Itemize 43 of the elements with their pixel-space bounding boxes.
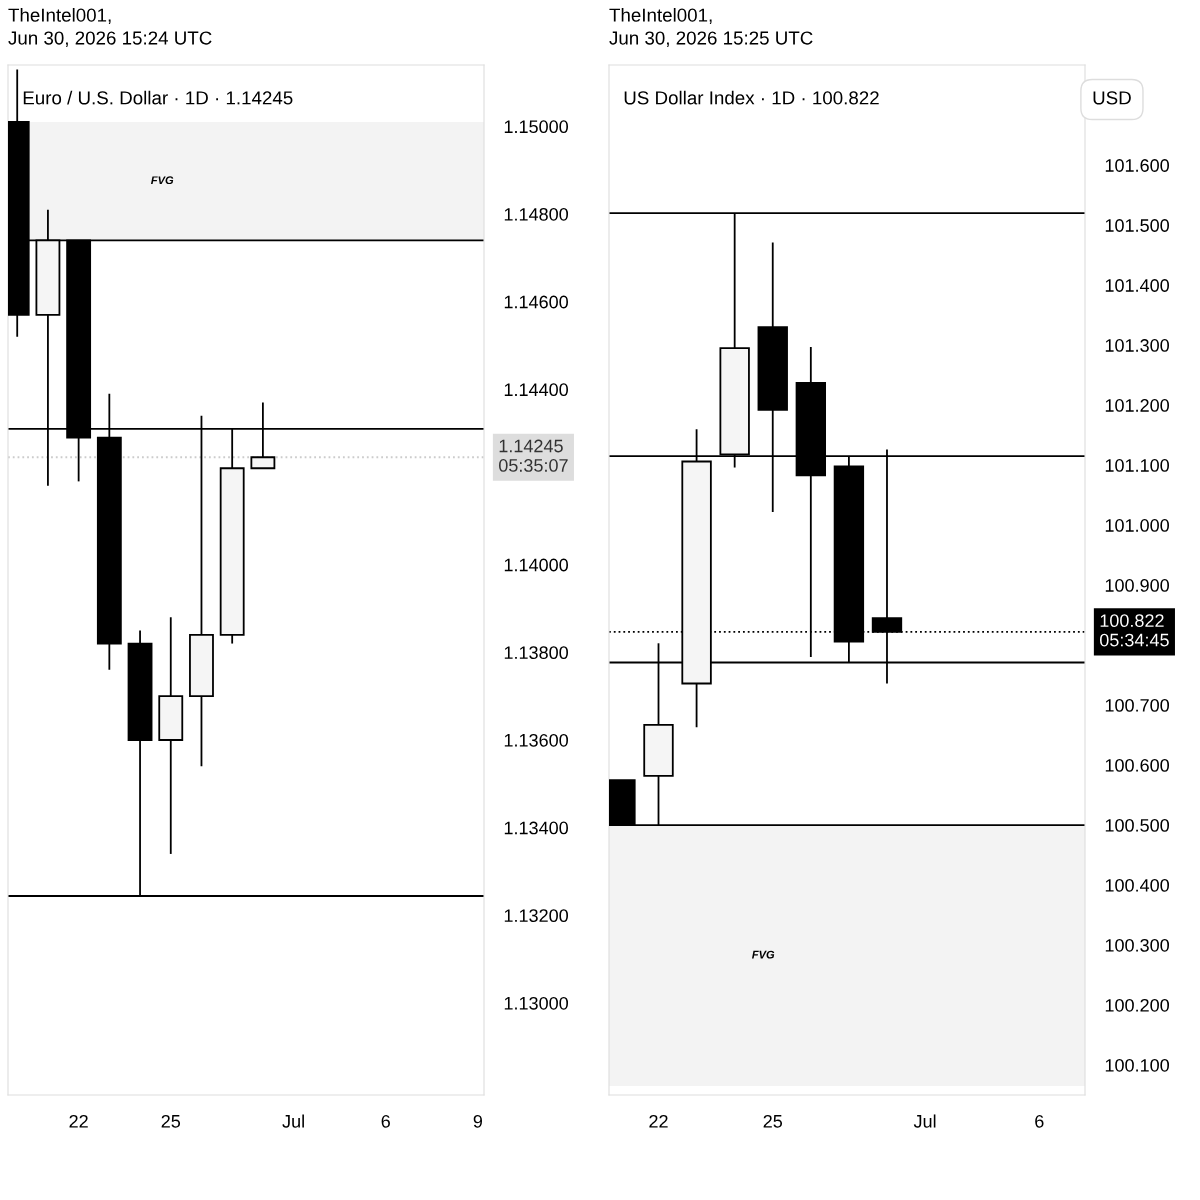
y-tick-label: 100.100 — [1105, 1058, 1169, 1072]
text: USD — [1093, 91, 1131, 105]
y-tick-label: 101.600 — [1105, 159, 1169, 172]
band-label: FVG — [151, 176, 174, 185]
x-tick-label: Jul — [913, 1114, 936, 1128]
y-tick-label: 101.000 — [1105, 519, 1169, 532]
y-tick-label: 1.14600 — [504, 295, 568, 309]
x-tick-label: 22 — [649, 1114, 668, 1128]
y-tick-label: 100.900 — [1105, 579, 1169, 592]
y-tick-label: 100.400 — [1105, 878, 1169, 892]
y-tick-label: 101.500 — [1105, 219, 1169, 232]
text: TheIntel001, Jun 30, 2026 15:24 UTC — [8, 8, 212, 47]
y-tick-label: 1.13800 — [504, 646, 568, 660]
x-tick-label: 6 — [1035, 1114, 1044, 1128]
x-tick-label: 9 — [473, 1114, 483, 1128]
text: US Dollar Index · 1D · 100.822 — [624, 90, 879, 105]
y-tick-label: 100.200 — [1105, 998, 1169, 1012]
x-tick-label: 25 — [161, 1114, 181, 1128]
y-tick-label: 101.300 — [1105, 339, 1169, 352]
y-tick-label: 100.300 — [1105, 938, 1169, 952]
y-tick-label: 1.13000 — [504, 996, 568, 1010]
y-tick-label: 1.13600 — [504, 733, 568, 747]
y-tick-label: 1.14000 — [504, 558, 568, 572]
ref-line-label: 1.14245 05:35:07 — [498, 439, 568, 472]
band-label: FVG — [752, 950, 775, 959]
x-tick-label: 6 — [381, 1114, 390, 1128]
y-tick-label: 100.500 — [1105, 818, 1169, 832]
y-tick-label: 100.700 — [1105, 699, 1169, 712]
y-tick-label: 101.100 — [1105, 459, 1169, 472]
y-tick-label: 101.200 — [1105, 399, 1169, 412]
y-tick-label: 1.14400 — [504, 383, 568, 397]
y-tick-label: 1.14800 — [504, 207, 568, 221]
y-tick-label: 101.400 — [1105, 279, 1169, 292]
text: Euro / U.S. Dollar · 1D · 1.14245 — [23, 90, 293, 105]
y-tick-label: 1.15000 — [504, 120, 568, 134]
ref-line-label: 100.822 05:34:45 — [1099, 614, 1169, 647]
x-tick-label: 22 — [69, 1114, 88, 1128]
y-tick-label: 100.600 — [1105, 759, 1169, 772]
y-tick-label: 1.13200 — [504, 909, 568, 923]
text: TheIntel001, Jun 30, 2026 15:25 UTC — [609, 8, 813, 47]
x-tick-label: 25 — [763, 1114, 783, 1128]
y-tick-label: 1.13400 — [504, 821, 568, 835]
x-tick-label: Jul — [282, 1114, 304, 1128]
